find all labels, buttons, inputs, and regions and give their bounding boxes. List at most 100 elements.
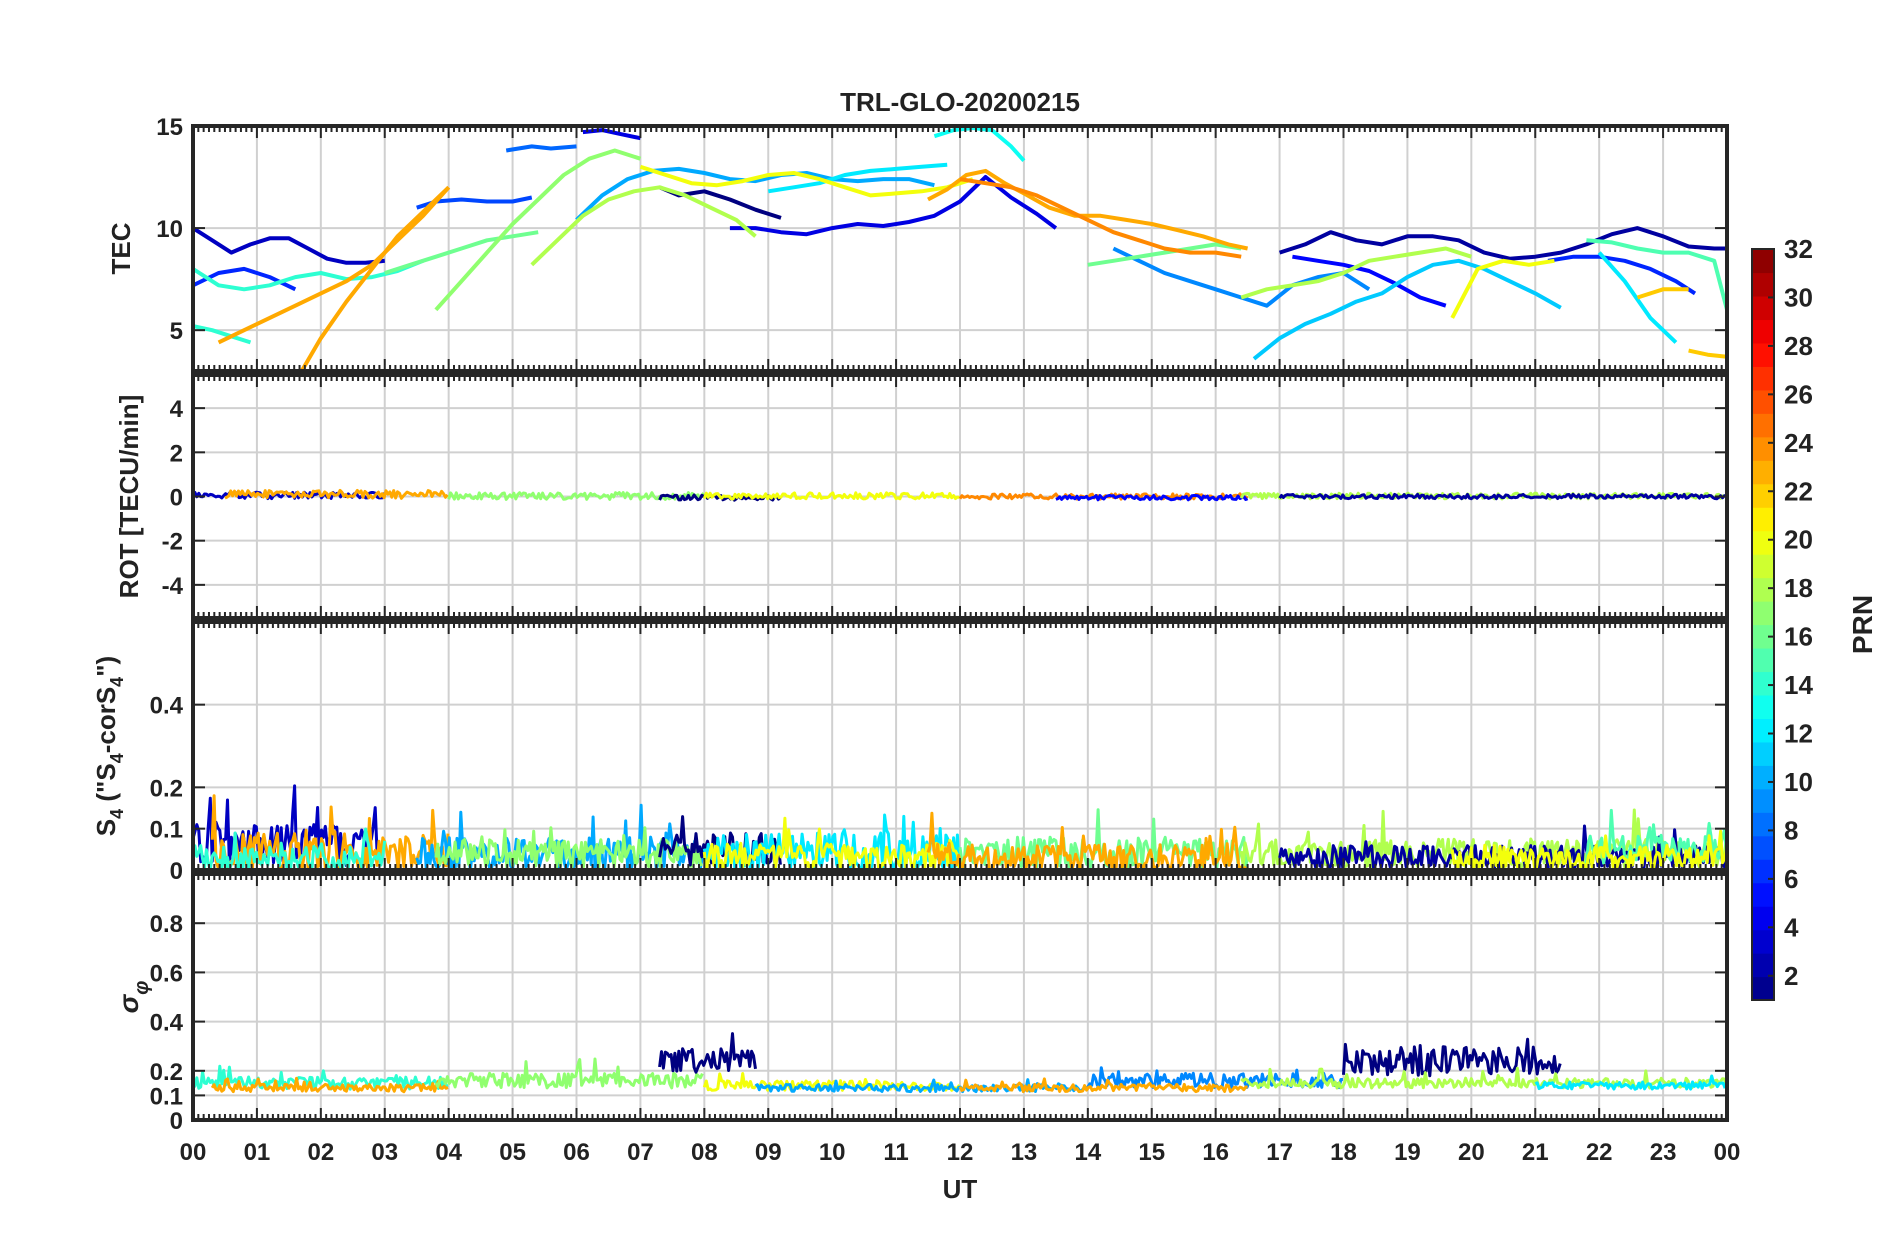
sigma-ytick-label: 0.2	[150, 1059, 183, 1086]
panel-rot: -4 -2 0 2 4 ROT [TECU/min]	[114, 373, 1729, 620]
tec-ytick-label: 10	[156, 216, 183, 243]
s4-ytick-label: 0	[170, 858, 183, 885]
figure-title: TRL-GLO-20200215	[840, 87, 1080, 117]
colorbar-cell	[1752, 882, 1774, 907]
colorbar-cell	[1752, 953, 1774, 978]
s4-series-prn-14	[193, 827, 387, 870]
colorbar-cell	[1752, 249, 1774, 274]
colorbar-tick-label: 2	[1784, 961, 1798, 991]
panel-tec: 5 10 15 TEC	[106, 114, 1729, 373]
colorbar-cell	[1752, 694, 1774, 719]
xtick-label: 10	[819, 1139, 846, 1166]
sigma-series-prn-18	[1240, 1066, 1727, 1090]
colorbar-cell	[1752, 929, 1774, 954]
colorbar-cell	[1752, 765, 1774, 790]
panel-s4: 0 0.1 0.2 0.4 S4 ("S4-corS4")	[91, 620, 1729, 885]
xtick-label: 18	[1330, 1139, 1357, 1166]
tec-ytick-label: 5	[170, 318, 183, 345]
rot-ytick-label: 4	[170, 396, 184, 423]
colorbar-tick-label: 12	[1784, 719, 1813, 749]
colorbar-cell	[1752, 295, 1774, 321]
xtick-label: 14	[1074, 1139, 1101, 1166]
xtick-label: 15	[1138, 1139, 1165, 1166]
colorbar-tick-label: 28	[1784, 331, 1813, 361]
sigma-ytick-label: 0.8	[150, 911, 183, 938]
colorbar-cell	[1752, 342, 1774, 367]
xtick-label: 23	[1650, 1139, 1677, 1166]
tec-series-prn-3	[193, 226, 386, 265]
xtick-label: 00	[1714, 1139, 1741, 1166]
rot-series	[193, 488, 1727, 502]
colorbar-cell	[1752, 483, 1774, 508]
colorbar-cell	[1752, 671, 1774, 696]
s4-series-prn-17	[434, 826, 704, 869]
colorbar-cell	[1752, 859, 1774, 884]
colorbar-tick-label: 24	[1784, 428, 1813, 458]
colorbar-tick-label: 32	[1784, 234, 1813, 264]
colorbar-cell	[1752, 319, 1774, 344]
sigma-ytick-label: 0	[170, 1108, 183, 1135]
sigma-series-prn-17	[434, 1057, 704, 1090]
xtick-label: 21	[1522, 1139, 1549, 1166]
tec-series-prn-15	[1586, 238, 1727, 311]
colorbar-cell	[1752, 906, 1774, 931]
xtick-label: 05	[499, 1139, 526, 1166]
colorbar-tick-label: 26	[1784, 379, 1813, 409]
s4-ticks	[192, 622, 1728, 871]
tec-series-prn-16	[1087, 242, 1242, 267]
colorbar-tick-label: 18	[1784, 573, 1813, 603]
tec-series-prn-14	[193, 324, 252, 345]
tec-series-prn-20	[639, 164, 974, 198]
xtick-label: 17	[1266, 1139, 1293, 1166]
s4-ylabel: S4 ("S4-corS4")	[91, 656, 127, 836]
rot-ytick-label: -2	[162, 529, 183, 556]
tec-series-prn-8	[505, 144, 577, 153]
colorbar-cell	[1752, 835, 1774, 860]
colorbar-cell	[1752, 601, 1774, 626]
panel-sigma: 00.10.2 0.4 0.6 0.8 σφ	[113, 872, 1729, 1135]
x-axis: 00 01 02 03 04 05 06 07 08 09 10 11 12 13 14 15 16 17 18 19…	[180, 1139, 1741, 1204]
colorbar-cell	[1752, 460, 1774, 485]
s4-ytick-label: 0.1	[150, 817, 183, 844]
s4-series-prn-3	[193, 784, 387, 868]
colorbar-cell	[1752, 812, 1774, 837]
sigma-series-prn-1	[658, 1032, 757, 1074]
tec-series-prn-22	[1636, 287, 1689, 300]
xtick-label: 19	[1394, 1139, 1421, 1166]
tec-series-prn-22	[1688, 348, 1727, 359]
sigma-series	[193, 1032, 1727, 1094]
colorbar-cell	[1752, 413, 1774, 438]
s4-series-prn-20	[1450, 829, 1727, 870]
xtick-label: 11	[883, 1139, 908, 1166]
colorbar-cell	[1752, 389, 1774, 414]
xtick-label: 06	[563, 1139, 590, 1166]
tec-series-prn-23	[217, 185, 451, 345]
colorbar-cell	[1752, 436, 1774, 461]
xtick-label: 13	[1011, 1139, 1038, 1166]
colorbar-cell	[1752, 507, 1774, 532]
sigma-ytick-label: 0.1	[150, 1083, 183, 1110]
xtick-label: 02	[307, 1139, 334, 1166]
tec-series-prn-18	[1240, 246, 1472, 300]
colorbar-cell	[1752, 272, 1774, 297]
xtick-label: 07	[627, 1139, 654, 1166]
colorbar-cell	[1752, 718, 1774, 743]
rot-series-prn-23	[224, 488, 449, 500]
colorbar-frame	[1751, 248, 1775, 1001]
colorbar-cell	[1752, 554, 1774, 579]
colorbar-cell	[1752, 530, 1774, 555]
colorbar-cell	[1752, 788, 1774, 813]
sigma-ytick-label: 0.4	[150, 1010, 184, 1037]
rot-ticks	[192, 375, 1728, 618]
sigma-series-prn-20	[702, 1072, 961, 1092]
sigma-series-prn-12	[1534, 1074, 1727, 1091]
s4-ytick-label: 0.4	[150, 693, 184, 720]
s4-ytick-label: 0.2	[150, 775, 183, 802]
x-axis-label: UT	[943, 1174, 978, 1204]
sigma-series-prn-23	[210, 1076, 449, 1094]
colorbar-tick-label: 16	[1784, 622, 1813, 652]
sigma-ticks	[192, 874, 1728, 1121]
